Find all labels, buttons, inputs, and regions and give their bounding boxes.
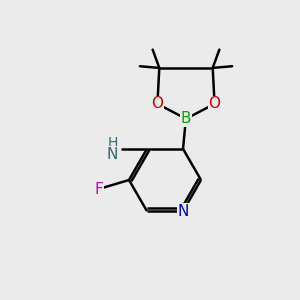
Text: B: B <box>181 111 191 126</box>
Text: N: N <box>107 147 118 162</box>
Text: O: O <box>152 96 164 111</box>
Text: N: N <box>177 204 189 219</box>
Text: O: O <box>208 96 220 111</box>
Text: H: H <box>107 136 118 150</box>
Text: F: F <box>94 182 103 196</box>
